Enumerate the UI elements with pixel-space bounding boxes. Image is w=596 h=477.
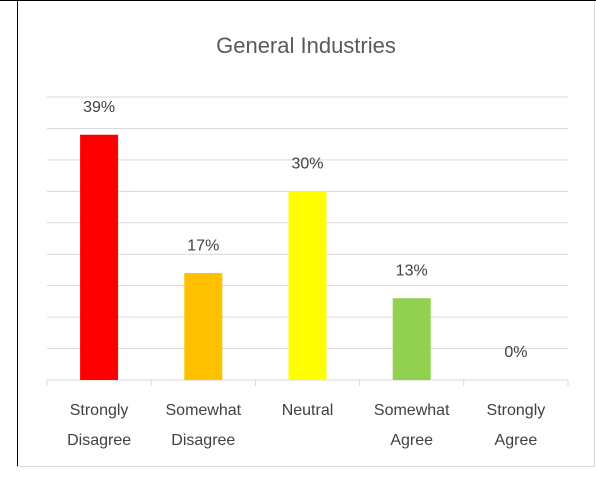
x-tick-label: Somewhat Disagree: [166, 402, 242, 449]
x-tick-label: Neutral: [282, 402, 334, 419]
data-label: 30%: [291, 156, 323, 173]
bar: [288, 191, 327, 380]
x-tick-label: Strongly Disagree: [67, 402, 131, 449]
data-label: 39%: [83, 99, 115, 116]
data-label: 0%: [504, 344, 527, 361]
bar: [184, 273, 223, 380]
x-tick-label: Somewhat Agree: [374, 402, 450, 449]
bar: [392, 298, 431, 380]
data-label: 17%: [187, 237, 219, 254]
x-tick-label: Strongly Agree: [487, 402, 546, 449]
bar: [80, 134, 119, 380]
chart-title: General Industries: [216, 33, 396, 58]
data-label: 13%: [396, 262, 428, 279]
